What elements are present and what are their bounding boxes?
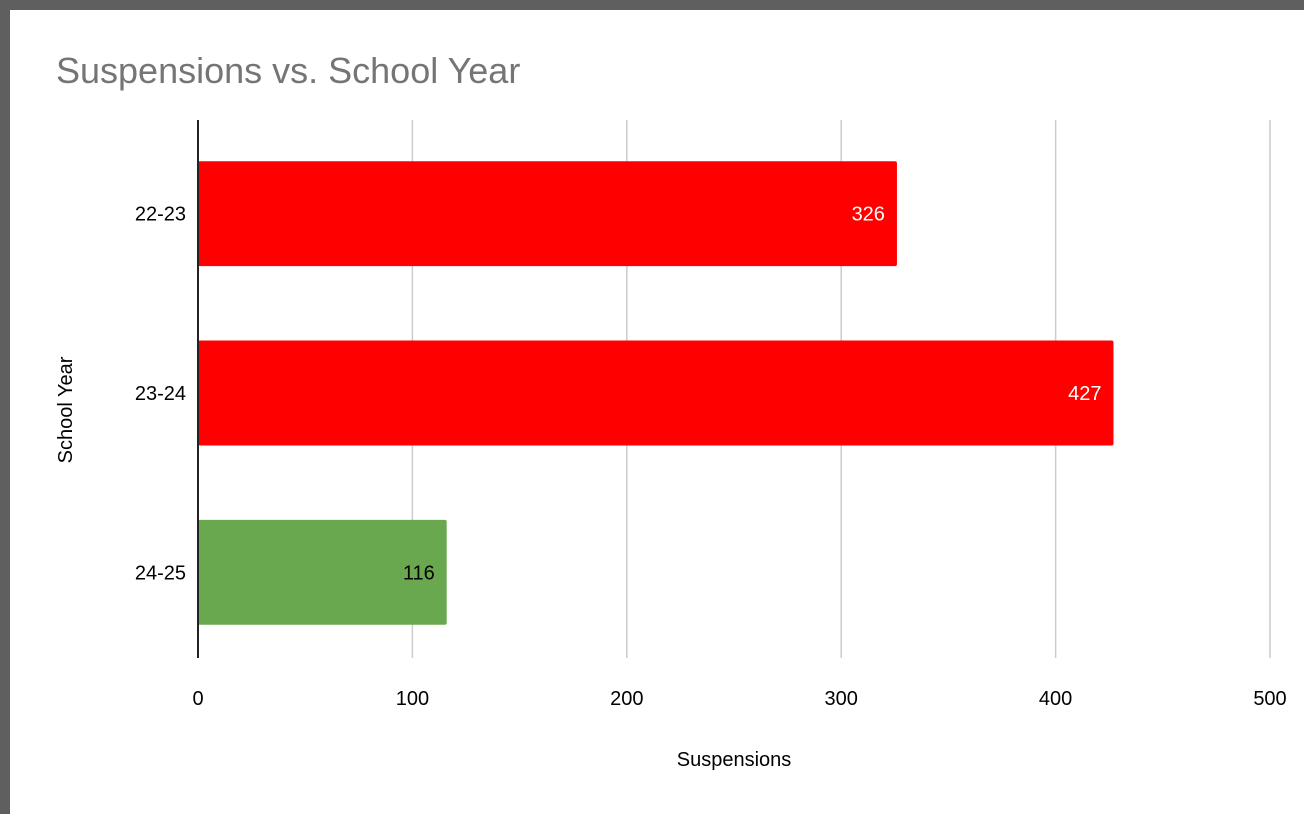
y-tick-label: 23-24 [135, 383, 186, 405]
y-tick-labels: 22-23 23-24 24-25 [135, 204, 186, 585]
x-tick-label: 0 [192, 688, 203, 710]
x-tick-labels: 0 100 200 300 400 500 [192, 688, 1286, 710]
data-label: 427 [1068, 383, 1101, 405]
data-labels: 326 427 116 [403, 204, 1102, 585]
x-tick-label: 500 [1253, 688, 1286, 710]
y-tick-label: 24-25 [135, 562, 186, 584]
y-axis-title: School Year [55, 356, 77, 463]
bar-24-25 [198, 519, 447, 625]
y-tick-label: 22-23 [135, 204, 186, 226]
bar-23-24 [198, 340, 1114, 446]
bars [198, 161, 1114, 625]
chart-svg: Suspensions vs. School Year 326 427 116 22… [55, 50, 1287, 771]
x-tick-label: 400 [1039, 688, 1072, 710]
x-axis-title: Suspensions [677, 749, 792, 771]
x-tick-label: 300 [825, 688, 858, 710]
chart-frame: Suspensions vs. School Year 326 427 116 22… [10, 10, 1304, 814]
bar-22-23 [198, 161, 897, 267]
chart-title: Suspensions vs. School Year [56, 50, 520, 91]
x-tick-label: 200 [610, 688, 643, 710]
data-label: 116 [403, 562, 435, 584]
data-label: 326 [852, 204, 885, 226]
x-tick-label: 100 [396, 688, 429, 710]
